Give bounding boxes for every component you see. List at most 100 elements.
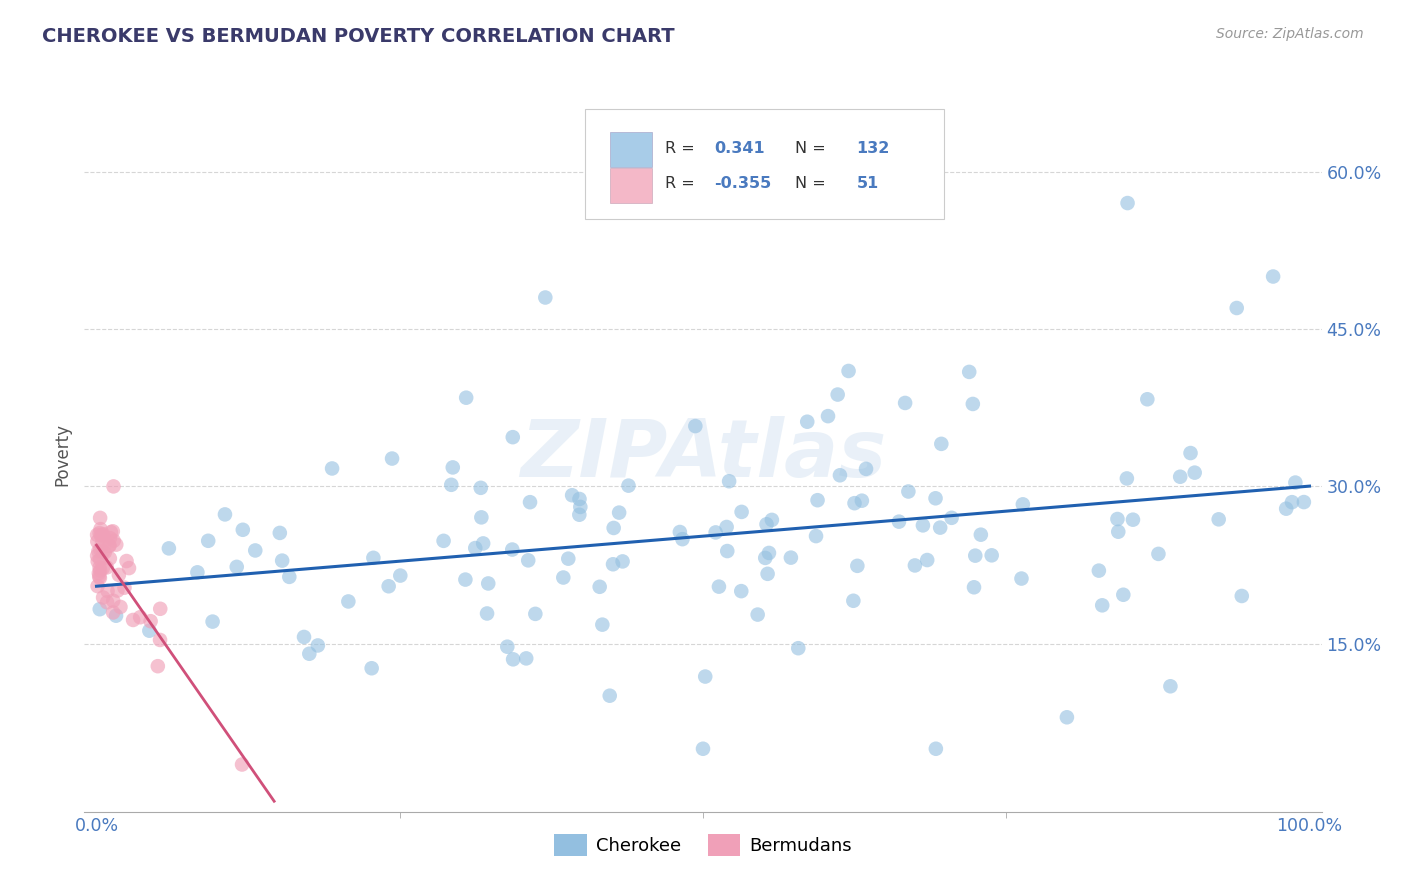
Point <box>101 524 124 539</box>
Point <box>90 522 112 536</box>
Point <box>1226 301 1249 315</box>
Point <box>97 584 120 599</box>
Point <box>780 550 803 565</box>
Point <box>519 495 541 509</box>
Point <box>440 478 463 492</box>
Text: N =: N = <box>794 141 825 155</box>
Point <box>704 525 727 540</box>
Point <box>98 531 121 545</box>
Point <box>157 541 180 556</box>
Point <box>931 437 953 451</box>
Point <box>89 542 111 557</box>
Point <box>851 493 873 508</box>
Point <box>828 468 851 483</box>
Point <box>214 508 236 522</box>
Point <box>91 536 114 550</box>
Point <box>278 570 301 584</box>
Point <box>569 500 592 514</box>
Point <box>496 640 519 654</box>
Point <box>730 584 752 599</box>
Point <box>692 741 714 756</box>
Point <box>695 669 717 683</box>
Point <box>470 481 492 495</box>
Point <box>718 475 741 489</box>
Text: Source: ZipAtlas.com: Source: ZipAtlas.com <box>1216 27 1364 41</box>
Point <box>298 647 321 661</box>
Point <box>472 536 495 550</box>
Point <box>1088 564 1111 578</box>
Point <box>96 595 118 609</box>
Point <box>911 518 934 533</box>
Point <box>89 602 111 616</box>
Point <box>515 651 537 665</box>
Point <box>1261 269 1284 284</box>
Point <box>716 520 738 534</box>
Point <box>599 689 621 703</box>
Point <box>963 580 986 594</box>
Point <box>1292 495 1315 509</box>
FancyBboxPatch shape <box>585 109 945 219</box>
Point <box>197 533 219 548</box>
Point <box>1180 446 1202 460</box>
Point <box>501 542 523 557</box>
Point <box>470 510 492 524</box>
Point <box>91 561 114 575</box>
Point <box>589 580 612 594</box>
Point <box>146 659 169 673</box>
Point <box>108 568 131 582</box>
Point <box>924 491 946 506</box>
Point <box>716 544 738 558</box>
Point <box>1136 392 1159 407</box>
Point <box>269 525 291 540</box>
Point <box>91 544 114 558</box>
Point <box>201 615 224 629</box>
Point <box>118 561 141 575</box>
Point <box>671 532 693 546</box>
Point <box>454 573 477 587</box>
Point <box>139 614 162 628</box>
Point <box>103 533 125 548</box>
Point <box>1184 466 1206 480</box>
Point <box>524 607 547 621</box>
Point <box>115 554 138 568</box>
Text: R =: R = <box>665 141 695 155</box>
Text: N =: N = <box>794 177 825 191</box>
Point <box>568 491 591 506</box>
Point <box>804 529 827 543</box>
Point <box>477 576 499 591</box>
Point <box>897 484 920 499</box>
Point <box>755 517 778 532</box>
Point <box>756 566 779 581</box>
Point <box>1168 469 1191 483</box>
Point <box>758 546 780 560</box>
Point <box>231 757 253 772</box>
Text: -0.355: -0.355 <box>714 177 772 191</box>
Text: R =: R = <box>665 177 695 191</box>
Point <box>86 549 108 563</box>
Point <box>363 550 385 565</box>
Point <box>389 568 412 582</box>
Point <box>456 391 478 405</box>
Point <box>89 569 111 583</box>
Point <box>89 564 111 578</box>
Point <box>1115 471 1137 485</box>
Point <box>1284 475 1306 490</box>
Point <box>225 560 247 574</box>
Point <box>602 521 624 535</box>
Text: CHEROKEE VS BERMUDAN POVERTY CORRELATION CHART: CHEROKEE VS BERMUDAN POVERTY CORRELATION… <box>42 27 675 45</box>
Point <box>607 506 630 520</box>
Point <box>87 544 110 558</box>
Point <box>89 571 111 585</box>
Point <box>307 639 329 653</box>
Point <box>970 527 993 541</box>
Point <box>502 430 524 444</box>
Point <box>114 581 136 595</box>
Point <box>827 387 849 401</box>
Point <box>432 533 454 548</box>
Point <box>91 527 114 541</box>
Point <box>97 539 120 553</box>
Point <box>103 593 125 607</box>
Point <box>321 461 343 475</box>
Point <box>887 515 910 529</box>
Point <box>292 630 315 644</box>
